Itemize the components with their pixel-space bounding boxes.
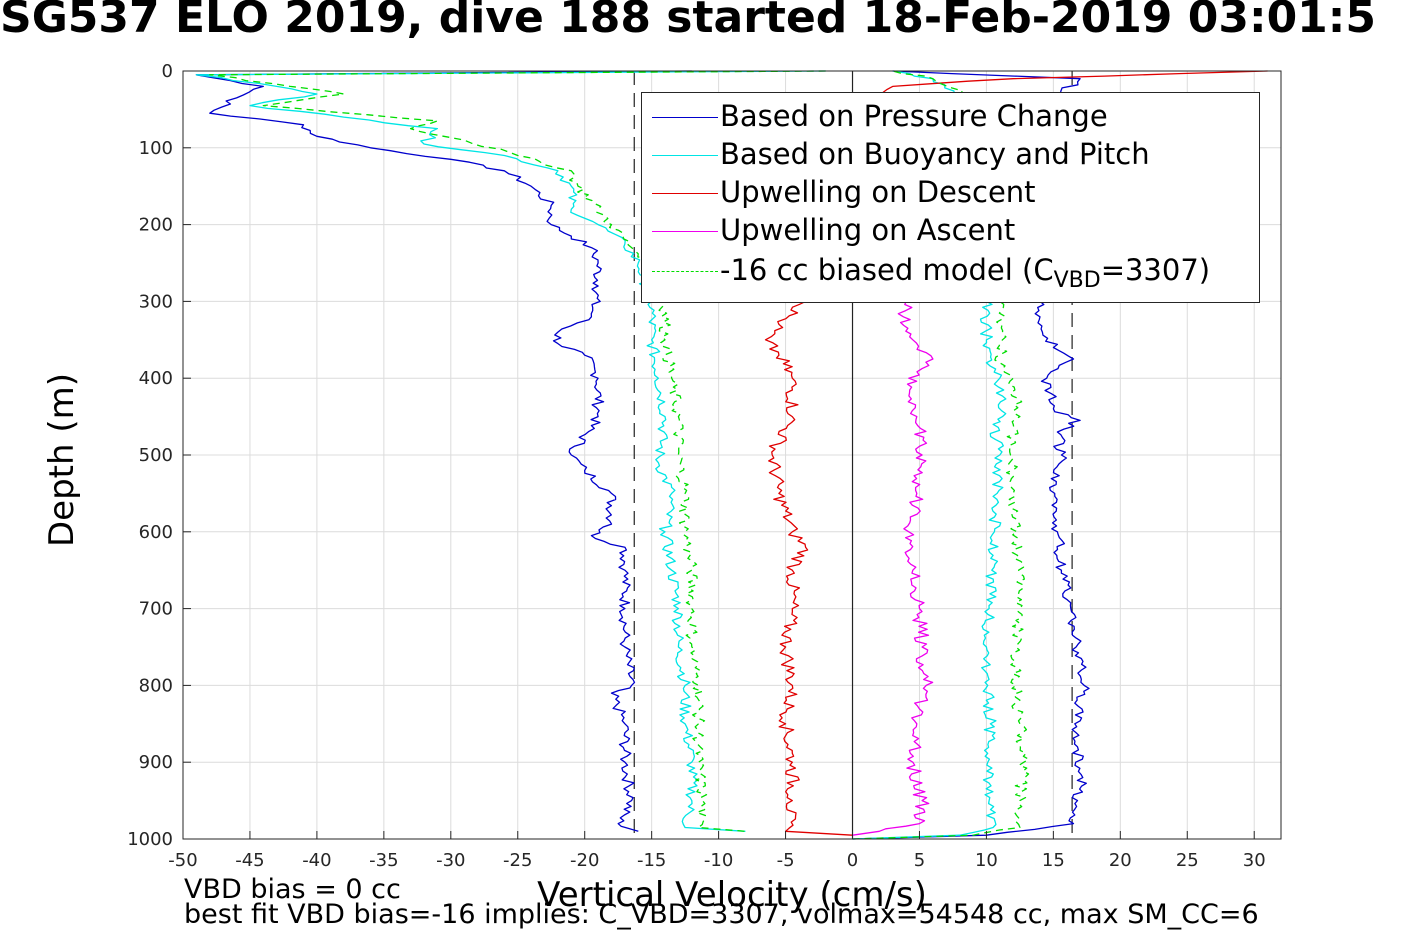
x-tick-label: -35 [369,850,398,871]
x-tick-label: 10 [975,850,998,871]
x-tick-label: 15 [1042,850,1065,871]
legend-entry-pressure-change: Based on Pressure Change [642,97,1259,135]
y-tick-label: 600 [139,522,173,543]
footnote-vbd-bias: VBD bias = 0 cc [184,874,401,905]
x-tick-label: -10 [704,850,733,871]
y-tick-label: 900 [139,752,173,773]
y-axis-label: Depth (m) [42,372,82,548]
legend-swatch-upwelling-ascent [652,231,718,232]
y-tick-label: 700 [139,599,173,620]
legend-entry-upwelling-ascent: Upwelling on Ascent [642,211,1259,249]
chart-title: SG537 ELO 2019, dive 188 started 18-Feb-… [0,0,1377,43]
x-tick-label: -30 [436,850,465,871]
y-tick-label: 500 [139,445,173,466]
y-tick-label: 400 [139,368,173,389]
legend-label-biased-model: -16 cc biased model (CVBD=3307) [720,253,1211,293]
tick-labels: -50 -45 -40 -35 -30 -25 -20 -15 -10 -5 0 5 10 15 20 25 3… [127,61,1265,871]
legend-label-buoyancy-pitch: Based on Buoyancy and Pitch [720,137,1150,171]
footnote-best-fit: best fit VBD bias=-16 implies: C_VBD=330… [184,899,1259,930]
legend-label-upwelling-descent: Upwelling on Descent [720,175,1036,209]
legend-label-upwelling-ascent: Upwelling on Ascent [720,213,1016,247]
legend-swatch-pressure-change [652,117,718,118]
y-tick-label: 300 [139,291,173,312]
x-tick-label: -45 [235,850,264,871]
x-tick-label: -50 [168,850,197,871]
x-tick-label: -15 [637,850,666,871]
series-upwelling-ascent [852,301,934,836]
y-tick-label: 100 [139,138,173,159]
series-buoyancy-pitch-descent [195,70,826,832]
y-tick-label: 200 [139,215,173,236]
series-biased-model-descent [209,70,826,832]
y-tick-label: 800 [139,675,173,696]
legend: Based on Pressure Change Based on Buoyan… [641,92,1260,303]
legend-entry-buoyancy-pitch: Based on Buoyancy and Pitch [642,135,1259,173]
y-tick-label: 0 [162,61,173,82]
x-tick-label: -5 [777,850,795,871]
legend-label-pressure-change: Based on Pressure Change [720,99,1108,133]
legend-entry-biased-model: -16 cc biased model (CVBD=3307) [642,251,1259,293]
legend-swatch-biased-model [652,271,718,272]
legend-swatch-upwelling-descent [652,193,718,194]
x-tick-label: -20 [570,850,599,871]
x-tick-label: 25 [1176,850,1199,871]
x-tick-label: 0 [847,850,858,871]
y-tick-label: 1000 [127,829,173,850]
legend-entry-upwelling-descent: Upwelling on Descent [642,173,1259,211]
x-tick-label: -25 [503,850,532,871]
x-tick-label: 5 [914,850,925,871]
series-pressure-change-descent [195,70,692,832]
x-axis-label: Vertical Velocity (cm/s) [537,875,927,915]
legend-swatch-buoyancy-pitch [652,155,718,156]
x-tick-label: 20 [1109,850,1132,871]
x-tick-label: 30 [1243,850,1266,871]
x-tick-label: -40 [302,850,331,871]
